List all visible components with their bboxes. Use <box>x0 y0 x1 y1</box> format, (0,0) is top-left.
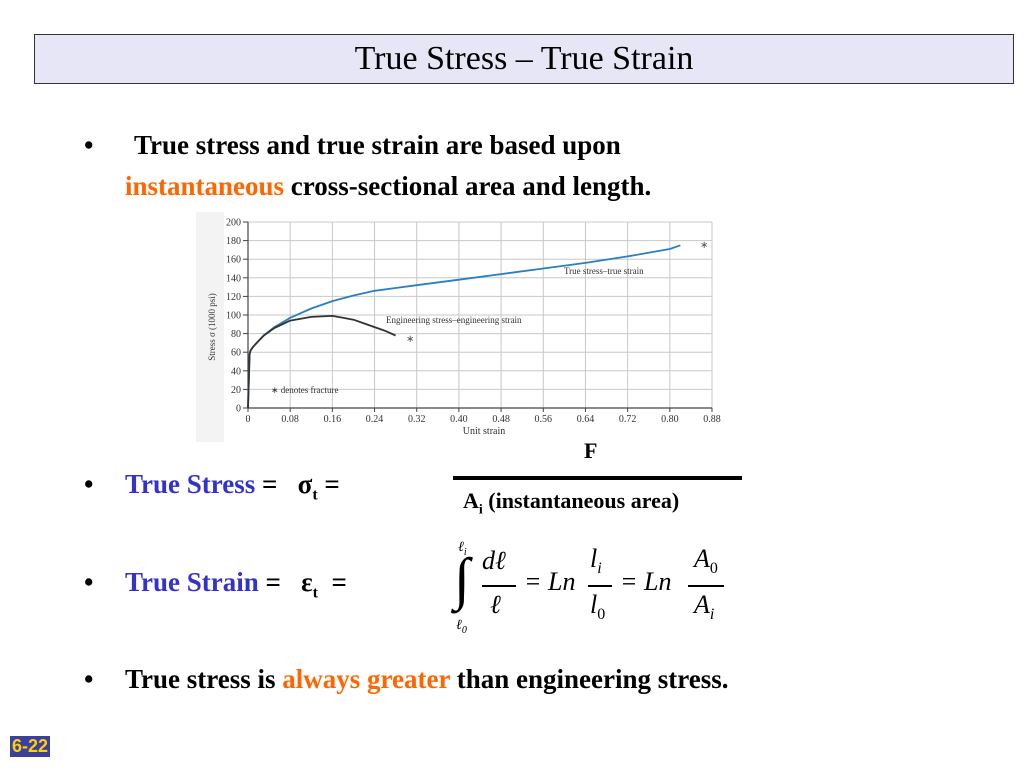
chart-series <box>247 244 681 409</box>
fraction-l0: l0 <box>590 590 605 624</box>
fraction-numerator: F <box>584 438 598 463</box>
l-fraction-bar <box>588 585 612 587</box>
bullet-2-line: True Stress = σt = <box>125 469 340 504</box>
engineering-curve-label: Engineering stress–engineering strain <box>386 315 522 325</box>
lower-limit-sym: ℓ <box>456 618 462 633</box>
true-stress-label: True Stress <box>125 469 256 499</box>
lower-limit-sub: 0 <box>461 624 467 636</box>
y-tick-label-5: 100 <box>226 311 241 322</box>
l0-sym: l <box>590 590 598 619</box>
x-tick-label-10: 0.80 <box>661 414 679 425</box>
highlight-instantaneous: instantaneous <box>125 171 285 201</box>
x-tick-label-8: 0.64 <box>577 414 595 425</box>
x-tick-label-9: 0.72 <box>619 414 637 425</box>
stress-sub: t <box>312 486 318 504</box>
upper-limit-sub: i <box>463 546 467 558</box>
fraction-ai: Ai <box>694 590 714 624</box>
strain-sub: t <box>312 584 318 602</box>
upper-limit: ℓi <box>458 540 467 558</box>
chart-left-strip <box>196 212 224 442</box>
x-tick-label-1: 0.08 <box>281 414 299 425</box>
x-tick-label-5: 0.40 <box>450 414 468 425</box>
bullet-marker-3: • <box>84 567 94 597</box>
l0-sub: 0 <box>597 606 606 624</box>
x-tick-label-2: 0.16 <box>324 414 342 425</box>
true-strain-label: True Strain <box>125 567 259 597</box>
strain-eq2: = <box>318 567 347 597</box>
denominator-sub: i <box>478 502 483 518</box>
y-tick-label-3: 60 <box>231 348 241 359</box>
stress-strain-chart: 0 0.08 0.16 0.24 0.32 0.40 0.48 0.56 0.64 0.72 0.8… <box>196 212 736 442</box>
bullet-1-line-2-rest: cross-sectional area and length. <box>290 171 652 201</box>
y-tick-label-0: 0 <box>236 404 241 415</box>
x-tick-label-4: 0.32 <box>408 414 426 425</box>
y-tick-label-9: 180 <box>226 236 241 247</box>
equals-ln-1: = Ln <box>524 567 576 596</box>
bullet-4-part-1: True stress is <box>125 664 276 694</box>
lower-limit: ℓ0 <box>456 618 467 636</box>
bullet-4-part-2: than engineering stress. <box>456 664 729 694</box>
series-line-engineering <box>247 315 396 409</box>
li-sym: l <box>590 544 598 573</box>
fraction-li: li <box>590 544 602 578</box>
y-axis-label: Stress σ (1000 psi) <box>207 293 217 361</box>
bullet-marker-2: • <box>84 469 94 499</box>
x-tick-label-0: 0 <box>246 414 251 425</box>
highlight-always-greater: always greater <box>282 664 450 694</box>
x-tick-label-3: 0.24 <box>366 414 384 425</box>
y-tick-label-8: 160 <box>226 255 241 266</box>
slide-title-text: True Stress – True Strain <box>354 40 694 77</box>
true-fracture-marker: ∗ <box>700 240 708 251</box>
y-tick-label-1: 20 <box>231 385 241 396</box>
ai-sub: i <box>709 606 715 624</box>
chart-axes: 0 0.08 0.16 0.24 0.32 0.40 0.48 0.56 0.64 0.72 0.8… <box>226 218 721 426</box>
x-tick-label-7: 0.56 <box>535 414 553 425</box>
fraction-bar <box>453 476 742 480</box>
bullet-1-line-1: True stress and true strain are based up… <box>134 130 621 160</box>
fraction-denominator: Ai (instantaneous area) <box>463 488 679 518</box>
y-tick-label-10: 200 <box>226 218 241 229</box>
y-tick-label-6: 120 <box>226 292 241 303</box>
integral-sign: ∫ <box>454 546 470 611</box>
equals-ln-2: = Ln <box>620 567 672 596</box>
x-tick-label-6: 0.48 <box>492 414 510 425</box>
x-tick-label-11: 0.88 <box>703 414 721 425</box>
upper-limit-sym: ℓ <box>458 540 464 555</box>
stress-eq2: = <box>317 469 340 499</box>
ai-sym: A <box>694 590 710 619</box>
bullet-1-line-2: instantaneous cross-sectional area and l… <box>125 171 651 202</box>
y-tick-label-4: 80 <box>231 329 241 340</box>
bullet-4-line: True stress is always greater than engin… <box>125 664 728 695</box>
a0-sub: 0 <box>709 560 718 578</box>
strain-eq: = ε <box>265 567 313 597</box>
chart-background <box>224 212 736 442</box>
y-tick-label-7: 140 <box>226 273 241 284</box>
stress-eq: = σ <box>262 469 313 499</box>
slide-number: 6-22 <box>10 736 51 757</box>
x-axis-label: Unit strain <box>463 426 506 437</box>
true-curve-label: True stress–true strain <box>564 266 644 276</box>
integrand-bar <box>482 585 516 587</box>
fracture-note: ∗ denotes fracture <box>271 385 339 395</box>
fraction-a0: A0 <box>694 544 718 578</box>
bullet-marker-4: • <box>84 664 94 694</box>
integrand-denominator: ℓ <box>490 590 501 619</box>
bullet-3-line: True Strain = εt = <box>125 567 347 602</box>
li-sub: i <box>597 560 602 578</box>
denominator-rest: (instantaneous area) <box>482 488 680 513</box>
y-tick-label-2: 40 <box>231 366 241 377</box>
strain-formula: ℓi ∫ ℓ0 dℓ ℓ = Ln li l0 = Ln A0 Ai <box>450 540 740 640</box>
chart-grid <box>247 221 713 409</box>
a-fraction-bar <box>688 585 724 587</box>
engineering-fracture-marker: ∗ <box>406 334 414 345</box>
bullet-marker-1: • <box>84 130 94 160</box>
denominator-a: A <box>463 488 479 513</box>
integrand-numerator: dℓ <box>482 546 506 575</box>
a0-sym: A <box>694 544 710 573</box>
slide-title: True Stress – True Strain <box>34 34 1014 84</box>
